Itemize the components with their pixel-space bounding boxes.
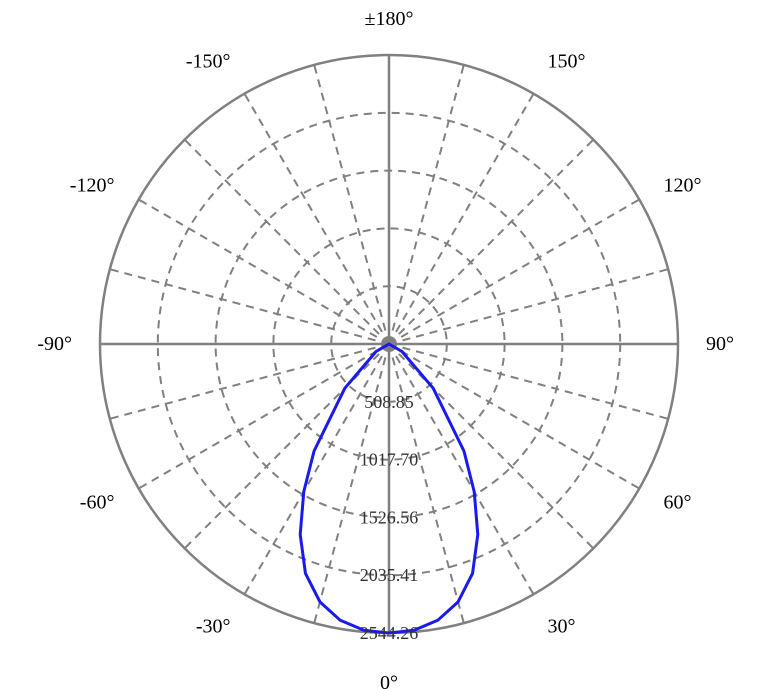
- grid-spoke: [139, 200, 389, 345]
- angle-label: 150°: [548, 50, 586, 72]
- angle-label: -60°: [80, 492, 115, 514]
- grid-spoke: [185, 344, 389, 548]
- grid-spoke: [389, 344, 668, 419]
- angle-label: -150°: [186, 50, 231, 72]
- radial-value-label: 1017.70: [360, 450, 419, 470]
- angle-label: -120°: [70, 175, 115, 197]
- angle-label: -90°: [37, 333, 72, 355]
- grid-spoke: [185, 140, 389, 344]
- angle-label: 90°: [706, 333, 734, 355]
- grid-spoke: [389, 200, 639, 345]
- grid-spoke: [139, 344, 389, 489]
- angle-label: 120°: [664, 175, 702, 197]
- grid-spoke: [245, 94, 390, 344]
- grid-spoke: [389, 94, 534, 344]
- angle-label: 30°: [548, 616, 576, 638]
- grid-spoke: [110, 269, 389, 344]
- angle-label: 60°: [664, 492, 692, 514]
- radial-value-label: 2544.26: [360, 623, 419, 643]
- polar-chart: 508.85 1017.70 1526.56 2035.41 2544.26 0° 30°…: [0, 0, 778, 689]
- radial-value-label: 508.85: [364, 392, 414, 412]
- angle-label: 0°: [380, 672, 398, 689]
- angle-label: ±180°: [365, 8, 414, 30]
- angle-label: -30°: [196, 616, 231, 638]
- grid-spoke: [389, 140, 593, 344]
- grid-spoke: [389, 65, 464, 344]
- grid-spoke: [314, 65, 389, 344]
- grid-spoke: [389, 344, 593, 548]
- grid-spoke: [389, 344, 639, 489]
- grid-spoke: [389, 269, 668, 344]
- grid-spoke: [110, 344, 389, 419]
- radial-value-label: 2035.41: [360, 565, 419, 585]
- radial-value-label: 1526.56: [360, 507, 419, 527]
